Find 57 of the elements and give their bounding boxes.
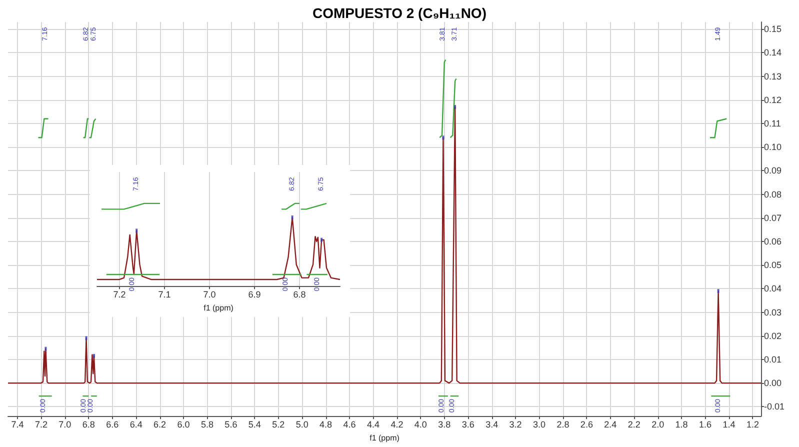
- y-tick-label: 0.05: [764, 260, 782, 270]
- y-tick-label: 0.07: [764, 212, 782, 223]
- y-tick-label: 0.03: [764, 307, 782, 318]
- x-tick-label: 6.0: [177, 420, 190, 430]
- x-axis-title: f1 (ppm): [370, 434, 400, 442]
- x-tick-label: 5.4: [248, 420, 261, 430]
- y-tick-label: 0.15: [764, 24, 782, 34]
- x-tick-label: 6.6: [106, 420, 119, 430]
- y-tick-label: 0.12: [764, 94, 782, 105]
- x-tick-label: 3.6: [462, 420, 474, 430]
- x-tick-label: 2.4: [604, 420, 617, 430]
- x-tick-label: 2.0: [652, 420, 664, 430]
- y-tick-label: 0.11: [764, 118, 781, 128]
- x-tick-label: 5.8: [200, 420, 214, 430]
- y-tick-label: 0.01: [764, 354, 782, 364]
- x-tick-label: 5.0: [296, 420, 308, 430]
- y-tick-label: 0.14: [764, 48, 782, 58]
- x-tick-label: 2.8: [556, 420, 570, 430]
- x-tick-label: 3.8: [438, 420, 451, 430]
- y-tick-label: 0.02: [764, 330, 782, 341]
- y-tick-label: 0.09: [764, 166, 782, 176]
- x-tick-label: 4.4: [366, 420, 380, 430]
- x-tick-label: 5.2: [272, 420, 285, 430]
- x-tick-label: 4.0: [414, 420, 427, 430]
- x-tick-label: 4.6: [343, 420, 356, 430]
- y-tick-label: 0.00: [764, 378, 782, 388]
- y-tick-label: 0.08: [764, 189, 782, 200]
- x-tick-label: 6.9: [248, 290, 261, 300]
- x-tick-label: 3.2: [509, 420, 522, 430]
- y-tick-label: 0.04: [764, 284, 782, 294]
- chart-title: COMPUESTO 2 (C₉H₁₁NO): [312, 5, 486, 21]
- y-tick-label: 0.06: [764, 236, 782, 246]
- y-tick-label: -0.01: [764, 402, 785, 412]
- x-tick-label: 6.8: [293, 290, 306, 300]
- x-tick-label: 3.4: [486, 420, 498, 430]
- x-tick-label: 4.2: [390, 420, 404, 430]
- x-tick-label: 2.2: [628, 420, 640, 430]
- y-tick-label: 0.10: [764, 142, 782, 152]
- x-tick-label: 6.4: [130, 420, 142, 430]
- x-tick-label: 4.8: [320, 420, 332, 430]
- x-tick-label: 7.1: [158, 290, 171, 300]
- y-tick-label: 0.13: [764, 71, 782, 82]
- x-tick-label: 7.4: [11, 420, 24, 430]
- x-tick-label: 3.0: [532, 420, 546, 430]
- x-tick-label: 1.2: [746, 420, 759, 430]
- x-tick-label: 7.2: [34, 420, 48, 430]
- x-tick-label: 7.0: [58, 420, 72, 430]
- x-tick-label: 6.2: [154, 420, 166, 430]
- x-tick-label: 1.8: [675, 420, 688, 430]
- x-tick-label: 7.0: [203, 290, 216, 300]
- x-tick-label: 2.6: [580, 420, 593, 430]
- x-axis-title: f1 (ppm): [204, 304, 234, 312]
- x-tick-label: 1.4: [722, 420, 736, 430]
- x-tick-label: 7.2: [113, 290, 126, 300]
- x-tick-label: 6.8: [82, 420, 95, 430]
- x-tick-label: 5.6: [224, 420, 238, 430]
- x-tick-label: 1.6: [699, 420, 712, 430]
